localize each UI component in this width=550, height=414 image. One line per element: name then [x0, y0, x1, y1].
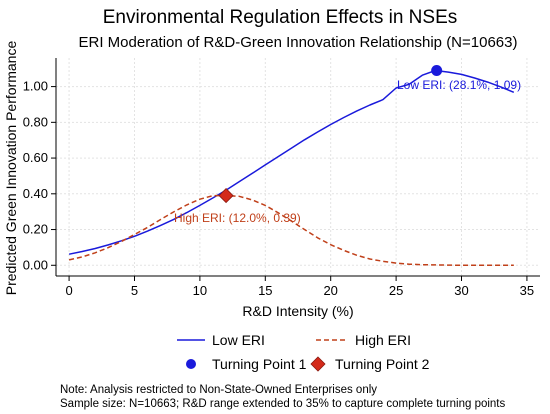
- legend-label-turning-point-1: Turning Point 1: [212, 356, 307, 372]
- x-tick-label: 35: [520, 283, 534, 298]
- note-line-1: Note: Analysis restricted to Non-State-O…: [60, 384, 377, 396]
- series-line-low-eri: [68, 69, 515, 255]
- legend-label-high-eri: High ERI: [355, 332, 411, 348]
- x-axis-label: R&D Intensity (%): [242, 303, 353, 319]
- y-tick-label: 0.00: [23, 257, 48, 272]
- x-tick-label: 25: [389, 283, 403, 298]
- annotation-low-eri: Low ERI: (28.1%, 1.09): [397, 78, 521, 92]
- y-axis-ticks: 0.00 0.20 0.40 0.60 0.80 1.00: [23, 79, 56, 272]
- x-tick-label: 15: [258, 283, 272, 298]
- note-line-2: Sample size: N=10663; R&D range extended…: [60, 398, 506, 410]
- y-tick-label: 0.20: [23, 222, 48, 237]
- y-axis-label: Predicted Green Innovation Performance: [3, 41, 19, 296]
- chart-title: Environmental Regulation Effects in NSEs: [103, 7, 458, 28]
- legend-marker-turning-point-2: [310, 356, 326, 372]
- legend-label-turning-point-2: Turning Point 2: [335, 356, 430, 372]
- annotation-high-eri: High ERI: (12.0%, 0.39): [174, 211, 301, 225]
- x-tick-label: 0: [65, 283, 72, 298]
- turning-points-layer: [218, 65, 443, 204]
- y-tick-label: 1.00: [23, 79, 48, 94]
- x-tick-label: 20: [323, 283, 337, 298]
- chart-subtitle: ERI Moderation of R&D-Green Innovation R…: [79, 34, 518, 51]
- y-tick-label: 0.80: [23, 114, 48, 129]
- y-tick-label: 0.60: [23, 150, 48, 165]
- x-tick-label: 30: [454, 283, 468, 298]
- x-tick-label: 5: [131, 283, 138, 298]
- series-line-high-eri: [68, 194, 514, 267]
- x-tick-label: 10: [193, 283, 207, 298]
- marker-turning-point-1: [431, 65, 443, 77]
- series-layer: [68, 69, 515, 267]
- marker-turning-point-2: [218, 188, 234, 204]
- grid: [56, 58, 540, 276]
- legend-marker-turning-point-1: [186, 359, 196, 369]
- legend: Low ERI High ERI Turning Point 1 Turning…: [177, 332, 430, 372]
- x-axis-ticks: 0 5 10 15 20 25 30 35: [65, 276, 534, 298]
- legend-label-low-eri: Low ERI: [212, 332, 265, 348]
- y-tick-label: 0.40: [23, 186, 48, 201]
